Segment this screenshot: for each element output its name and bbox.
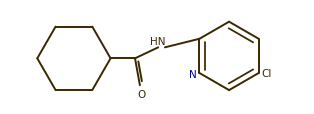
Text: Cl: Cl [262,68,272,78]
Text: O: O [137,89,145,99]
Text: HN: HN [150,37,166,47]
Text: N: N [189,70,197,80]
